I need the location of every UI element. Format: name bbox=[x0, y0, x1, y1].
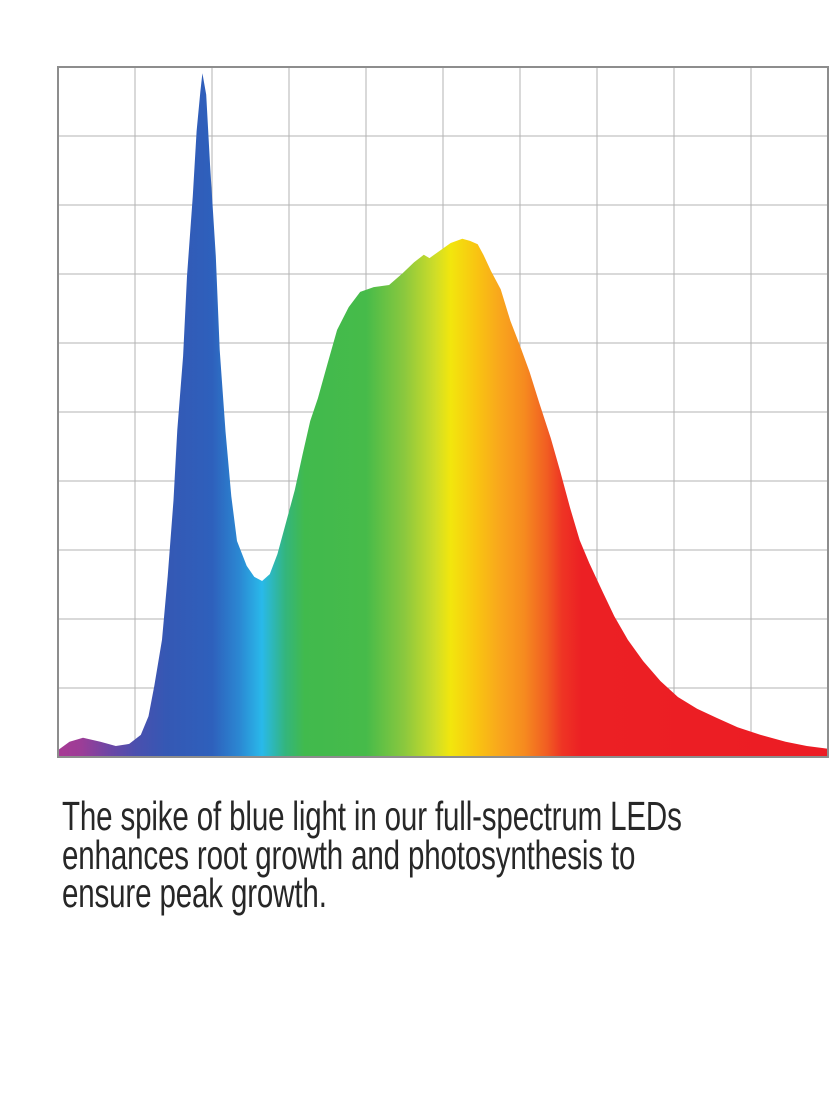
spectrum-area bbox=[58, 73, 828, 757]
caption-line-1: The spike of blue light in our full-spec… bbox=[62, 793, 682, 839]
caption-line-2: enhances root growth and photosynthesis … bbox=[62, 831, 636, 878]
caption-text: The spike of blue light in our full-spec… bbox=[62, 793, 782, 917]
spectrum-chart-svg bbox=[57, 66, 829, 758]
caption-line-3: ensure peak growth. bbox=[62, 870, 327, 917]
spectrum-chart bbox=[57, 66, 829, 758]
chart-border bbox=[57, 66, 829, 758]
